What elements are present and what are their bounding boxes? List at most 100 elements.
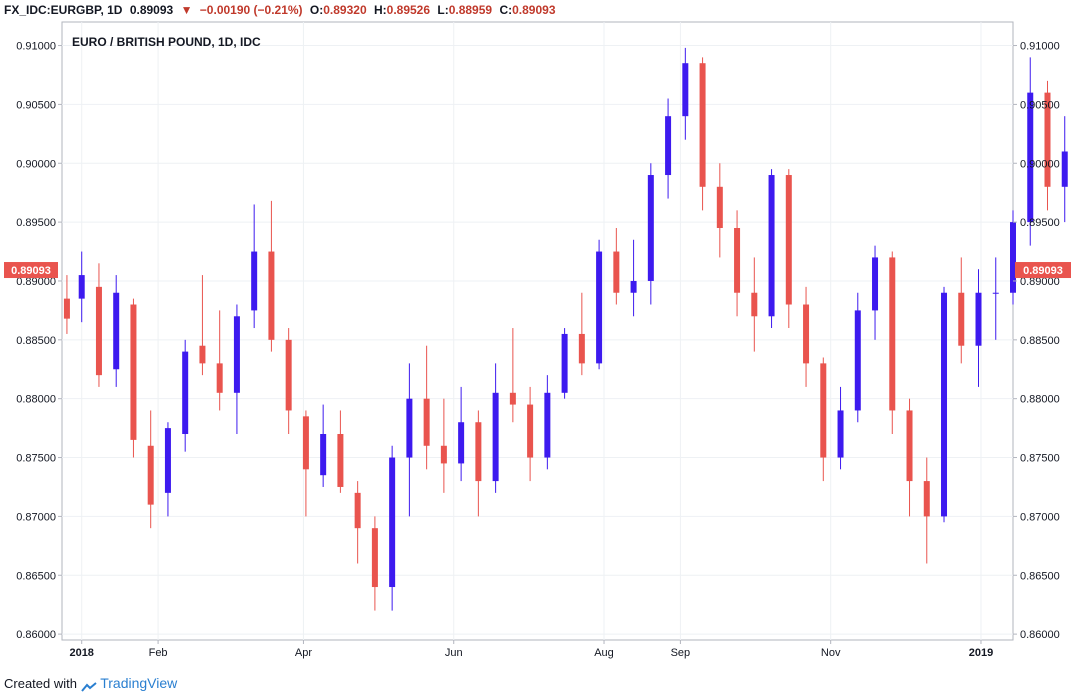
candle-up[interactable] [647,163,654,305]
x-axis: 2018 Feb Apr Jun Aug Sep Nov 2019 [69,640,993,659]
candle-down[interactable] [199,275,206,376]
low-value: 0.88959 [448,3,493,17]
candle-down[interactable] [285,328,292,434]
candle-up[interactable] [544,375,551,470]
candle-down[interactable] [734,210,741,317]
symbol-label: FX_IDC:EURGBP, 1D [4,3,123,17]
candle-down[interactable] [423,345,430,470]
x-tick-label: Jun [445,647,463,659]
candle-down[interactable] [889,251,896,434]
footer-brand[interactable]: TradingView [100,675,178,691]
candle-body [889,257,896,411]
candle-up[interactable] [596,239,603,370]
last-price-tag-right-label: 0.89093 [1023,265,1063,277]
x-tick-label: Aug [594,647,614,659]
candle-up[interactable] [975,269,982,387]
candle-up[interactable] [665,98,672,199]
candle-up[interactable] [561,328,568,399]
candle-body [958,292,965,346]
candle-up[interactable] [1010,210,1016,305]
candle-up[interactable] [768,169,775,329]
candle-up[interactable] [406,363,413,517]
candle-body [1010,222,1016,293]
candle-down[interactable] [268,200,275,352]
grid [62,22,1013,640]
candle-down[interactable] [371,516,378,611]
candle-body [596,251,603,364]
candle-down[interactable] [440,398,447,493]
candle-up[interactable] [182,339,189,452]
candle-up[interactable] [233,304,240,434]
candle-down[interactable] [354,481,361,564]
candle-up[interactable] [389,445,396,611]
candle-body [578,333,585,364]
candle-down[interactable] [1044,80,1051,211]
candle-down[interactable] [216,310,223,411]
candle-up[interactable] [164,422,171,517]
plot-area[interactable] [61,21,1014,641]
candle-up[interactable] [854,292,861,423]
candle-down[interactable] [63,275,70,334]
y-tick-label-left: 0.88000 [16,394,56,406]
candle-body [613,251,620,293]
candle-down[interactable] [302,410,309,517]
x-tick-label: Apr [295,647,312,659]
candle-down[interactable] [475,410,482,517]
y-tick-label-right: 0.88500 [1020,335,1060,347]
candle-body [320,434,327,476]
candle-down[interactable] [130,298,137,458]
candle-down[interactable] [699,57,706,211]
candle-up[interactable] [837,386,844,470]
candle-body [785,175,792,305]
x-tick-label: Feb [149,647,168,659]
candle-down[interactable] [803,286,810,387]
candle-down[interactable] [820,357,827,482]
candle-down[interactable] [958,257,965,364]
last-price: 0.89093 [129,3,174,17]
candle-down[interactable] [337,410,344,493]
y-tick-label-right: 0.90000 [1020,158,1060,170]
candle-body [95,286,102,376]
candle-up[interactable] [492,363,499,493]
candle-up[interactable] [682,47,689,140]
candle-body [251,251,258,311]
candle-down[interactable] [923,457,930,564]
candle-down[interactable] [147,410,154,529]
candle-down[interactable] [906,398,913,517]
candle-down[interactable] [613,228,620,305]
candle-body [630,280,637,293]
open-label: O: [309,3,324,17]
y-tick-label-left: 0.91000 [16,41,56,53]
footer-prefix: Created with [4,676,77,691]
candle-down[interactable] [785,169,792,329]
candle-up[interactable] [872,245,879,340]
candle-body [492,392,499,482]
candle-up[interactable] [113,275,120,387]
candle-up[interactable] [630,239,637,317]
candle-body [561,333,568,393]
candle-up[interactable] [458,386,465,482]
candle-up[interactable] [1061,116,1068,223]
candle-body [1027,92,1034,223]
candles [63,47,1068,611]
candle-up[interactable] [78,251,85,323]
y-axis-right: 0.91000 0.90500 0.90000 0.89500 0.89000 0.885… [1013,41,1060,641]
candle-up[interactable] [1027,57,1034,246]
candle-up[interactable] [320,404,327,487]
x-tick-label: Nov [821,647,841,659]
candle-body [647,175,654,281]
candle-body [130,304,137,440]
candle-down[interactable] [95,263,102,387]
candle-down[interactable] [751,257,758,352]
candle-down[interactable] [527,386,534,482]
candle-up[interactable] [941,286,948,523]
candle-down[interactable] [716,163,723,258]
candle-down[interactable] [509,328,516,423]
candle-down[interactable] [578,292,585,376]
candle-up[interactable] [992,257,999,340]
y-tick-label-right: 0.89500 [1020,217,1060,229]
candle-up[interactable] [251,204,258,329]
candle-body [906,410,913,482]
y-tick-label-left: 0.90500 [16,99,56,111]
